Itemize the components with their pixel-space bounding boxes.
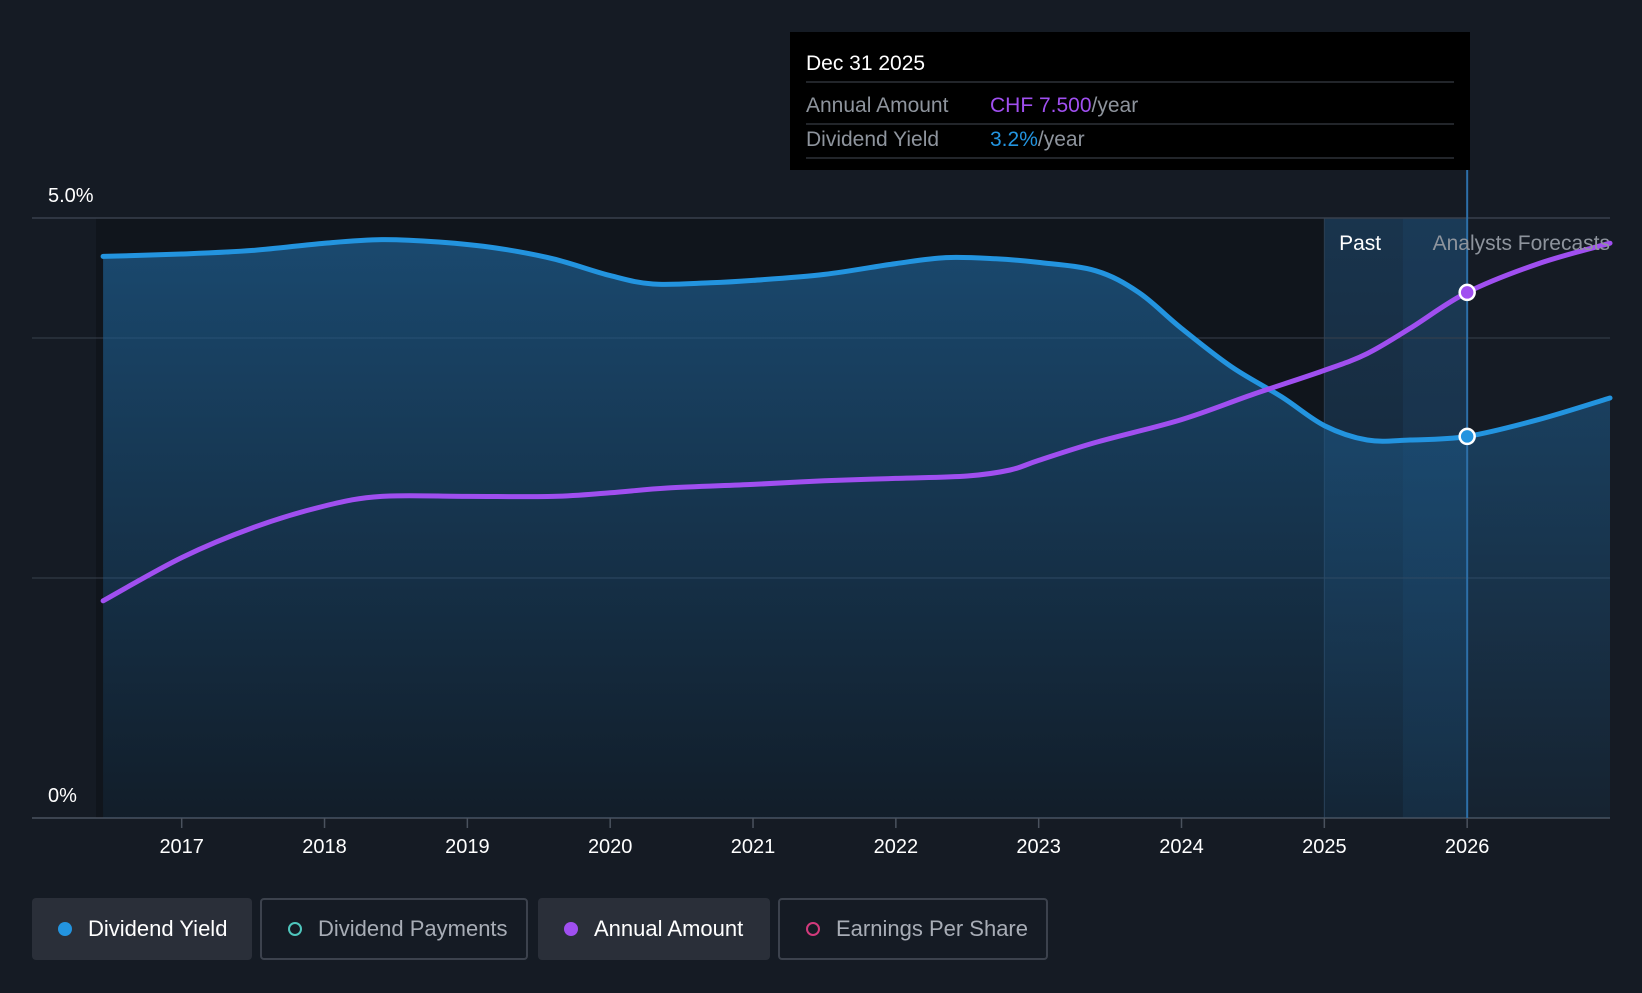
- dividend-yield-area: [103, 239, 1611, 818]
- dividend-payments-dot-icon: [288, 922, 302, 936]
- tooltip-row-unit: /year: [1092, 94, 1139, 117]
- annual-amount-marker: [1458, 283, 1476, 302]
- legend-label: Dividend Yield: [88, 916, 228, 941]
- earnings-per-share-dot-icon: [806, 922, 820, 936]
- tooltip-row-value: 3.2%: [990, 128, 1038, 151]
- tooltip-row-unit: /year: [1038, 128, 1085, 151]
- x-tick-label: 2019: [445, 836, 490, 858]
- dividend-yield-marker: [1458, 427, 1476, 446]
- annual-amount-line: [100, 240, 1613, 604]
- x-tick-label: 2024: [1159, 836, 1204, 858]
- legend-label: Dividend Payments: [318, 916, 508, 941]
- legend-dividend-payments[interactable]: Dividend Payments: [260, 898, 528, 960]
- past-label: Past: [1339, 232, 1381, 255]
- x-tick-label: 2026: [1445, 836, 1490, 858]
- tooltip-row-label: Dividend Yield: [806, 128, 939, 151]
- tooltip: Dec 31 2025 Annual Amount CHF 7.500/year Di…: [790, 32, 1470, 170]
- legend-annual-amount[interactable]: Annual Amount: [538, 898, 770, 960]
- y-tick-label: 5.0%: [48, 185, 94, 207]
- dividend-yield-dot-icon: [58, 922, 72, 936]
- tooltip-background: [790, 32, 1470, 170]
- legend-label: Annual Amount: [594, 916, 744, 941]
- legend-earnings-per-share[interactable]: Earnings Per Share: [778, 898, 1048, 960]
- annual-amount-dot-icon: [564, 922, 578, 936]
- y-tick-label: 0%: [48, 785, 77, 807]
- tooltip-row-value: CHF 7.500: [990, 94, 1092, 117]
- tooltip-date: Dec 31 2025: [806, 52, 925, 75]
- x-tick-label: 2025: [1302, 836, 1347, 858]
- x-tick-label: 2018: [302, 836, 347, 858]
- legend-dividend-yield[interactable]: Dividend Yield: [32, 898, 252, 960]
- forecast-label: Analysts Forecasts: [1433, 232, 1610, 255]
- tooltip-row-value-text: 3.2%/year: [990, 128, 1085, 151]
- tooltip-row-label: Annual Amount: [806, 94, 949, 117]
- x-tick-label: 2023: [1016, 836, 1061, 858]
- x-tick-label: 2022: [874, 836, 919, 858]
- x-tick-label: 2020: [588, 836, 633, 858]
- legend-label: Earnings Per Share: [836, 916, 1028, 941]
- tooltip-row-value-text: CHF 7.500/year: [990, 94, 1138, 117]
- dividend-yield-line: [100, 237, 1613, 444]
- x-tick-label: 2017: [159, 836, 204, 858]
- x-tick-label: 2021: [731, 836, 776, 858]
